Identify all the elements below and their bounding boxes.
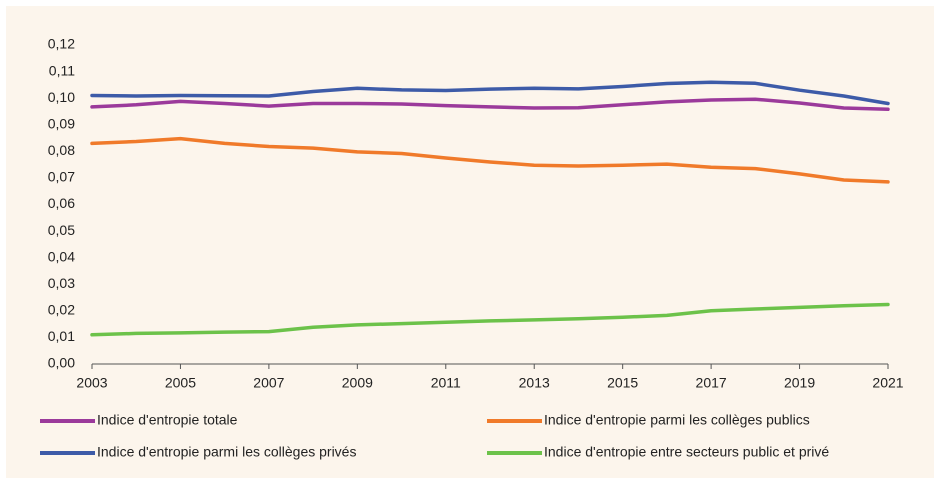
y-tick-label: 0,07 <box>48 169 75 185</box>
x-tick-label: 2007 <box>253 375 284 391</box>
y-tick-label: 0,01 <box>48 328 75 344</box>
y-tick-label: 0,11 <box>49 62 75 78</box>
chart-background <box>6 6 934 478</box>
y-tick-label: 0,05 <box>48 222 75 238</box>
x-tick-label: 2017 <box>696 375 727 391</box>
x-tick-label: 2021 <box>872 375 903 391</box>
legend-label: Indice d'entropie parmi les collèges pub… <box>544 412 810 428</box>
y-tick-label: 0,00 <box>48 355 75 371</box>
series-line <box>90 302 890 337</box>
y-tick-label: 0,10 <box>48 89 75 105</box>
x-tick-label: 2013 <box>519 375 550 391</box>
x-tick-label: 2011 <box>431 375 461 391</box>
series-line <box>90 97 890 112</box>
legend-label: Indice d'entropie parmi les collèges pri… <box>97 444 356 460</box>
x-tick-label: 2009 <box>342 375 373 391</box>
series-line <box>90 136 890 184</box>
series-line <box>90 80 890 106</box>
legend-label: Indice d'entropie totale <box>97 412 238 428</box>
y-tick-label: 0,02 <box>48 302 75 318</box>
x-tick-label: 2015 <box>607 375 638 391</box>
x-tick-label: 2005 <box>165 375 196 391</box>
x-tick-label: 2019 <box>784 375 815 391</box>
y-tick-label: 0,03 <box>48 275 75 291</box>
y-tick-label: 0,12 <box>48 36 75 52</box>
y-tick-label: 0,09 <box>48 115 75 131</box>
x-tick-label: 2003 <box>76 375 107 391</box>
y-tick-label: 0,04 <box>48 248 75 264</box>
y-tick-label: 0,08 <box>48 142 75 158</box>
legend-label: Indice d'entropie entre secteurs public … <box>544 444 829 460</box>
y-tick-label: 0,06 <box>48 195 75 211</box>
